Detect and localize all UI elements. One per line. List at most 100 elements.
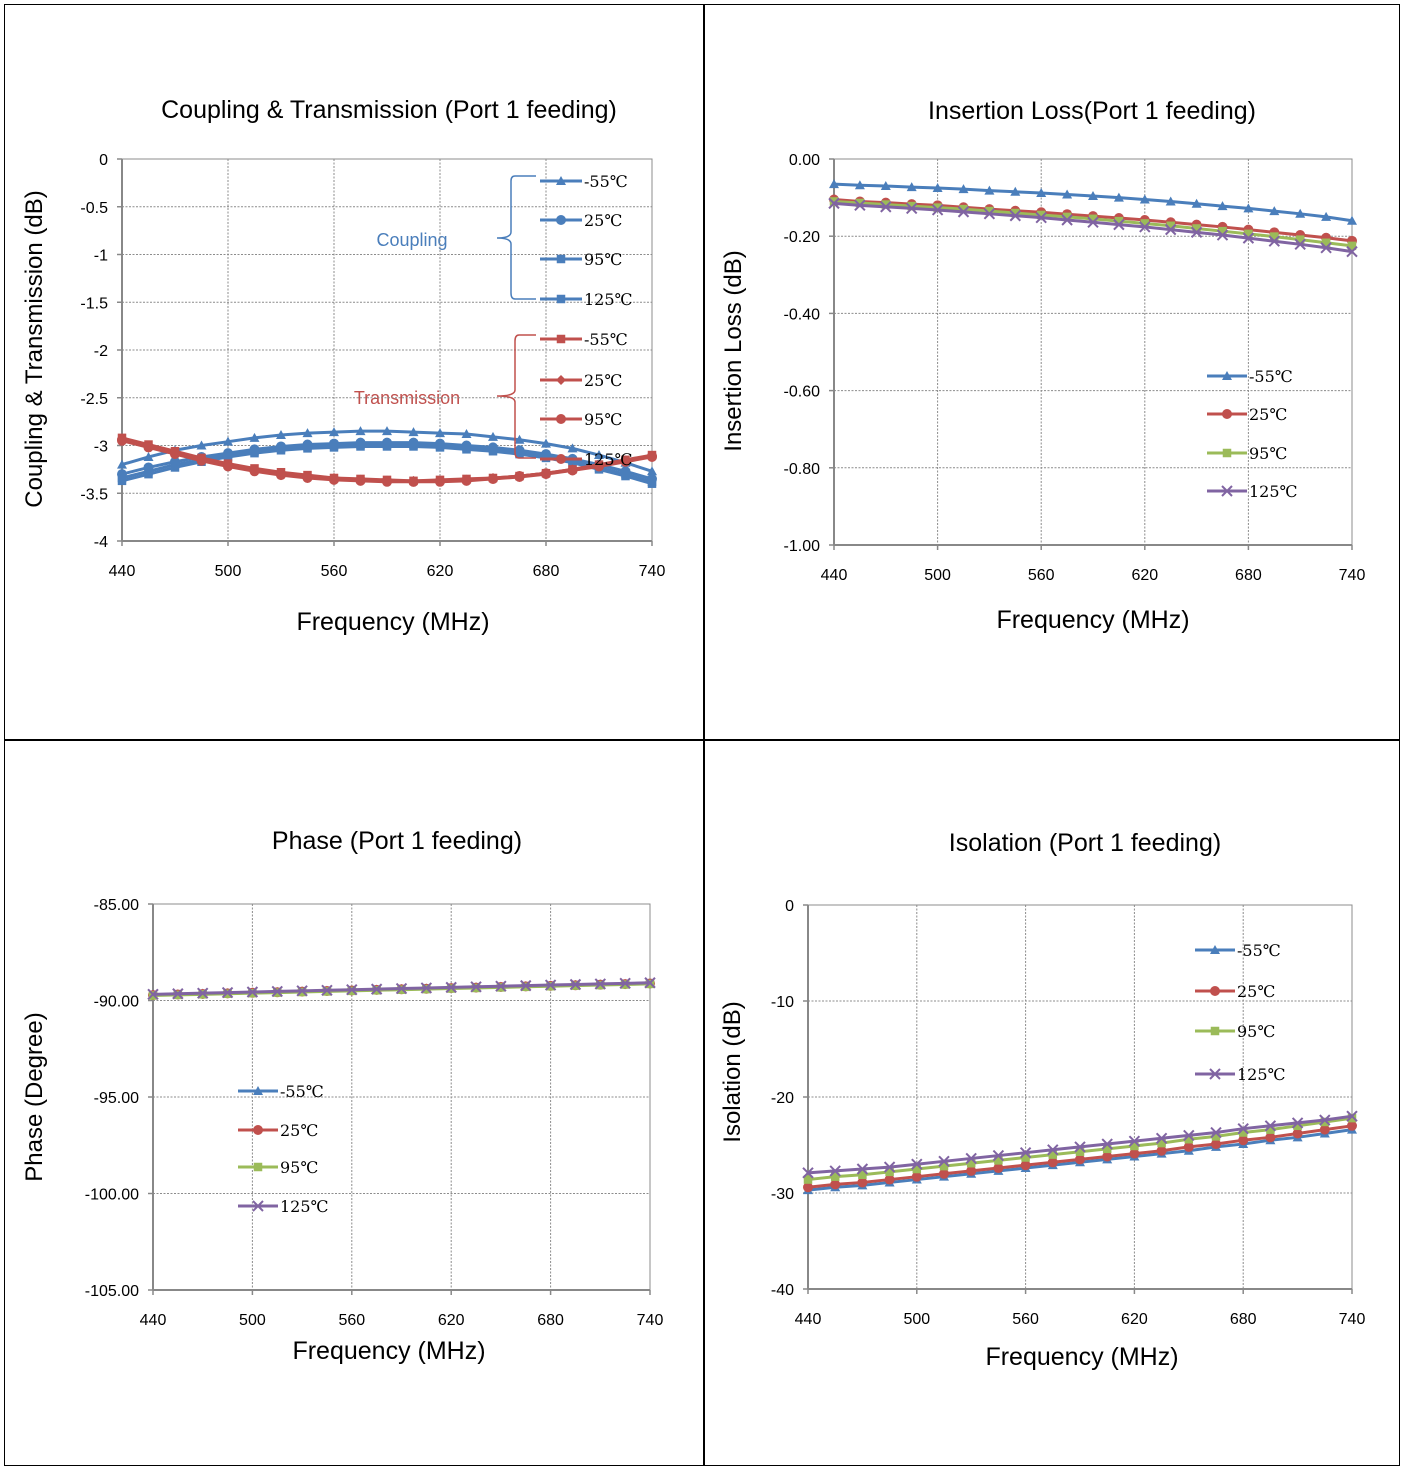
- chart-1-title: Coupling & Transmission (Port 1 feeding): [161, 96, 617, 124]
- data-point: [1020, 1160, 1031, 1171]
- transmission-brace: [496, 334, 536, 459]
- data-point: [117, 476, 127, 486]
- data-point: [1036, 187, 1047, 197]
- data-point: [933, 203, 942, 212]
- data-point: [569, 978, 582, 991]
- data-point: [408, 476, 419, 487]
- data-point: [966, 1158, 976, 1168]
- data-point: [912, 1164, 922, 1174]
- y-tick-label: -10: [771, 994, 794, 1011]
- data-point: [1075, 1147, 1085, 1156]
- legend-entry: 125℃: [1207, 482, 1297, 501]
- legend-label: 25℃: [1249, 405, 1287, 424]
- data-point: [1218, 226, 1227, 236]
- data-point: [488, 446, 498, 456]
- legend-label: 125℃: [584, 450, 632, 469]
- y-tick-label: -3: [94, 439, 108, 456]
- data-point: [1011, 208, 1020, 218]
- legend-label: 25℃: [280, 1121, 318, 1140]
- data-point: [880, 181, 891, 191]
- data-point: [1268, 235, 1281, 247]
- x-tick-label: 620: [1131, 567, 1158, 584]
- data-point: [966, 1165, 977, 1176]
- data-point: [1321, 238, 1331, 248]
- data-point: [1210, 1126, 1222, 1139]
- data-point: [143, 442, 154, 453]
- legend-label: 125℃: [1237, 1065, 1285, 1084]
- legend-label: 25℃: [1237, 982, 1275, 1001]
- data-point: [223, 452, 233, 462]
- data-point: [1062, 212, 1072, 222]
- data-point: [939, 1161, 949, 1171]
- data-point: [1192, 224, 1201, 233]
- x-tick-label: 500: [215, 563, 242, 580]
- data-point: [985, 206, 994, 216]
- data-point: [803, 1182, 813, 1193]
- data-point: [1321, 211, 1332, 221]
- data-point: [370, 983, 383, 995]
- data-point: [382, 476, 392, 487]
- data-point: [568, 458, 577, 467]
- legend-entry: 95℃: [540, 410, 622, 429]
- x-tick-label: 500: [239, 1312, 266, 1329]
- data-point: [1019, 1146, 1032, 1159]
- data-point: [302, 428, 313, 438]
- data-point: [1139, 221, 1151, 233]
- data-point: [271, 985, 283, 998]
- series-0: [829, 179, 1357, 225]
- data-point: [594, 978, 607, 990]
- legend-entry: 95℃: [238, 1158, 318, 1177]
- data-point: [803, 1175, 813, 1184]
- legend-marker: [252, 1200, 264, 1212]
- data-point: [938, 1155, 950, 1168]
- data-point: [276, 446, 286, 455]
- y-tick-label: -0.40: [784, 306, 821, 323]
- data-point: [1129, 1148, 1140, 1159]
- data-point: [1291, 1117, 1304, 1129]
- legend-marker: [253, 1162, 263, 1172]
- data-point: [1166, 221, 1175, 231]
- legend-label: 95℃: [1249, 444, 1287, 463]
- data-point: [907, 201, 916, 211]
- data-point: [495, 980, 507, 992]
- data-point: [1346, 1110, 1358, 1122]
- legend-marker: [1209, 1068, 1221, 1080]
- data-point: [1243, 203, 1254, 213]
- data-point: [408, 427, 419, 437]
- data-point: [356, 442, 365, 451]
- legend-label: -55℃: [584, 172, 628, 191]
- legend-label: 125℃: [280, 1197, 328, 1216]
- legend-entry: 125℃: [238, 1197, 328, 1216]
- data-point: [249, 432, 260, 442]
- data-point: [276, 470, 286, 481]
- data-point: [1238, 1135, 1249, 1146]
- legend-entry: 25℃: [1195, 982, 1275, 1001]
- data-point: [1114, 216, 1124, 226]
- data-point: [514, 472, 525, 483]
- data-point: [355, 426, 366, 436]
- data-point: [1320, 1117, 1330, 1127]
- data-point: [1010, 186, 1021, 196]
- data-point: [488, 473, 498, 484]
- legend-entry: 125℃: [540, 450, 632, 469]
- x-tick-label: 680: [1230, 1311, 1257, 1328]
- data-point: [488, 431, 498, 441]
- data-point: [1075, 1154, 1085, 1165]
- data-point: [544, 979, 557, 991]
- x-tick-label: 440: [795, 1311, 822, 1328]
- data-point: [1347, 1120, 1357, 1131]
- data-point: [1009, 210, 1022, 222]
- chart-3-title: Phase (Port 1 feeding): [272, 827, 522, 855]
- x-tick-label: 620: [438, 1312, 465, 1329]
- y-tick-label: 0: [99, 152, 108, 169]
- data-point: [647, 479, 657, 488]
- y-tick-label: -1.00: [784, 538, 821, 555]
- data-point: [647, 466, 657, 476]
- y-tick-label: 0: [785, 898, 794, 915]
- legend-marker: [1222, 371, 1232, 380]
- y-tick-label: -2: [94, 343, 108, 360]
- chart-4-ylabel: Isolation (dB): [719, 1001, 746, 1142]
- data-point: [567, 465, 578, 476]
- data-point: [939, 1168, 949, 1179]
